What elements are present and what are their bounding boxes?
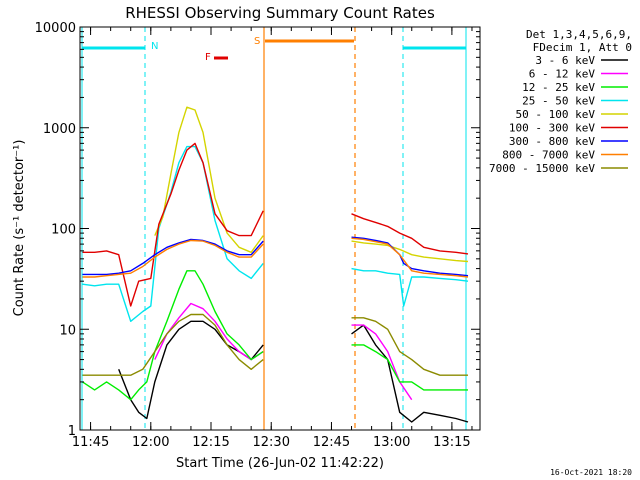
legend-header: FDecim 1, Att 0 [533, 41, 632, 54]
series-line-5 [82, 142, 469, 307]
y-tick-label: 100 [51, 223, 76, 238]
x-tick-label: 11:45 [72, 435, 109, 450]
axes: 11:45 12:00 12:15 12:30 12:45 13:00 13:15 1 10 10… [35, 21, 480, 450]
flag-label: N [151, 41, 158, 52]
series-line-4 [154, 106, 469, 263]
series-line-8 [82, 313, 468, 376]
x-tick-label: 12:00 [132, 435, 169, 450]
flag-label: F [205, 52, 211, 63]
y-axis-label: Count Rate (s⁻¹ detector⁻¹) [12, 140, 27, 317]
footer-date: 16-Oct-2021 18:20 [550, 468, 632, 477]
legend-entry-label: 50 - 100 keV [516, 108, 596, 121]
x-tick-label: 12:15 [192, 435, 229, 450]
series-line-7 [82, 237, 469, 278]
series-line-2 [82, 270, 468, 401]
legend-entry-label: 25 - 50 keV [522, 95, 595, 108]
y-tick-label: 10 [59, 323, 76, 338]
x-axis-label: Start Time (26-Jun-02 11:42:22) [176, 456, 384, 471]
legend-entry-label: 100 - 300 keV [509, 122, 595, 135]
legend-header: Det 1,3,4,5,6,9, [526, 28, 632, 41]
y-tick-label: 10000 [35, 21, 76, 36]
legend-entry-label: 12 - 25 keV [522, 81, 595, 94]
legend-entry-label: 6 - 12 keV [529, 68, 596, 81]
series-line-3 [82, 145, 469, 322]
x-tick-label: 13:15 [433, 435, 470, 450]
legend-entry-label: 300 - 800 keV [509, 135, 595, 148]
legend-entry-label: 3 - 6 keV [535, 54, 595, 67]
flag-label: S [254, 36, 260, 47]
series-line-1 [154, 302, 413, 401]
legend-entry-label: 800 - 7000 keV [502, 149, 595, 162]
y-tick-label: 1 [68, 424, 76, 439]
x-tick-label: 12:45 [313, 435, 350, 450]
legend-entry-label: 7000 - 15000 keV [489, 162, 595, 175]
x-tick-label: 13:00 [373, 435, 410, 450]
x-tick-label: 12:30 [253, 435, 290, 450]
chart-title: RHESSI Observing Summary Count Rates [125, 4, 435, 22]
series-line-6 [82, 236, 469, 277]
plot-area: N F S [81, 27, 469, 430]
y-tick-label: 1000 [43, 122, 76, 137]
legend: Det 1,3,4,5,6,9,FDecim 1, Att 03 - 6 keV… [489, 28, 632, 175]
